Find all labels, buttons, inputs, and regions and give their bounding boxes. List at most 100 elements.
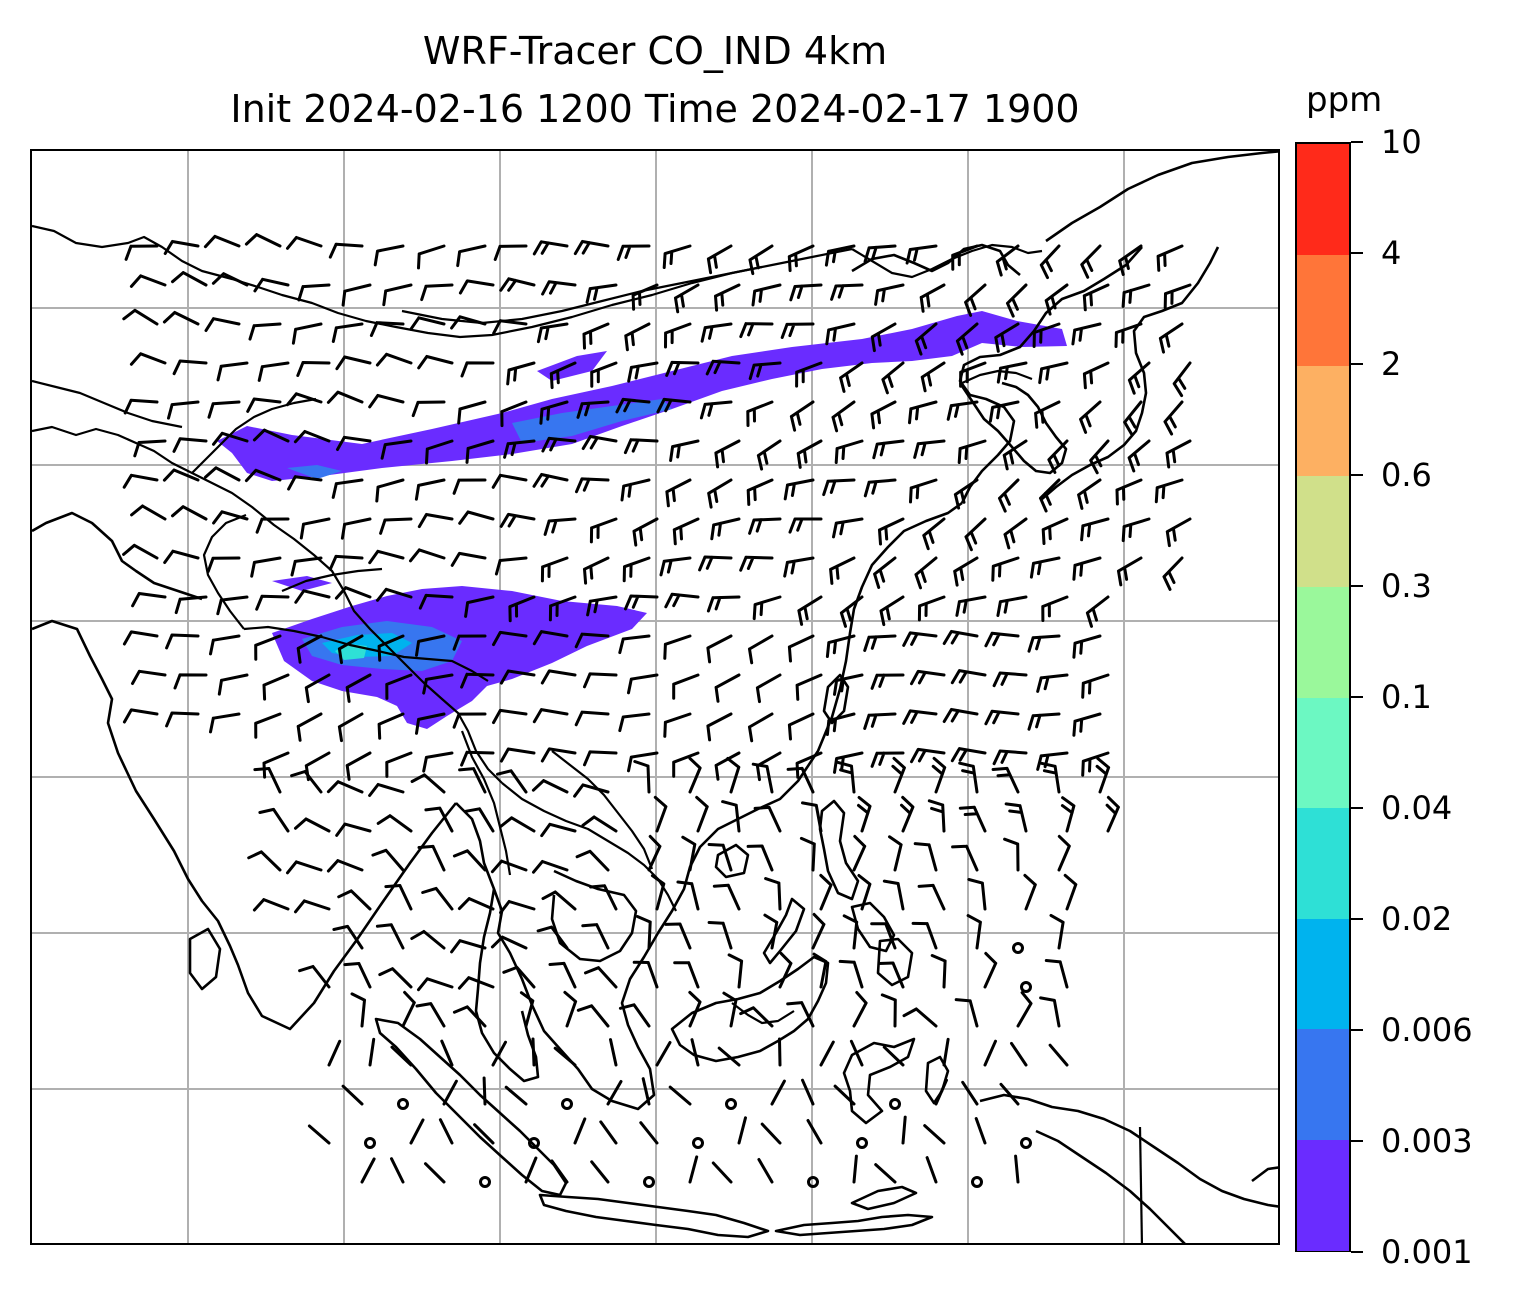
colorbar-tick [1351,696,1363,698]
wind-barb [1079,400,1102,434]
wind-barb [668,1085,692,1106]
wind-barb [401,990,416,1028]
wind-barb [917,595,946,622]
wind-barb [690,1038,700,1067]
wind-barb [710,517,741,541]
wind-barb [583,750,618,767]
wind-barb [1004,802,1028,833]
wind-barb [499,277,536,292]
coastline-borneo [670,955,830,1063]
wind-barb [536,322,569,344]
wind-barb [494,556,528,576]
wind-barb [1081,751,1110,777]
wind-barb [669,439,700,462]
colorbar-tick [1351,918,1363,920]
wind-barb [983,951,998,989]
wind-barb [913,842,938,872]
wind-barb [870,751,905,768]
wind-barb [829,556,856,585]
wind-barb [171,271,208,287]
wind-barb [297,283,331,302]
wind-barb [1082,361,1110,390]
colorbar-tick-label: 0.6 [1381,456,1432,494]
wind-barb [131,592,167,608]
wind-barb [253,277,290,293]
coastline-hainan [714,843,750,879]
colorbar-tick [1351,1029,1363,1031]
wind-barb [1158,322,1184,354]
wind-barb [789,283,823,302]
wind-barb [1032,322,1061,348]
wind-barb [714,283,741,312]
wind-barb [842,914,859,950]
wind-barb [721,800,741,833]
wind-barb [581,815,618,833]
wind-barb [834,439,864,464]
wind-barb [1105,795,1120,833]
wind-barb [919,283,946,313]
wind-barb [786,1001,815,1028]
wind-barb [331,322,364,343]
wind-barb [411,400,446,418]
wind-barb [456,244,487,268]
wind-barb [255,594,290,611]
wind-barb [244,468,282,483]
wind-barb [753,805,782,833]
wind-barb [540,822,577,838]
wind-barb [877,961,905,989]
coastline-new-guinea-south [1035,1129,1186,1243]
wind-barb [133,439,167,458]
wind-barb [539,400,569,425]
wind-barb [409,548,446,563]
wind-barb [541,890,577,911]
wind-barb [681,835,697,872]
wind-barb [130,504,167,521]
wind-barb [1010,1041,1028,1067]
wind-barb [917,883,946,911]
wind-barb [563,990,578,1028]
wind-barb [286,236,323,250]
wind-barb [849,1039,864,1067]
wind-barb [663,712,692,738]
country-borders [32,224,1144,1243]
wind-barb [212,431,249,446]
wind-barb [519,991,535,1028]
wind-barb [623,438,659,455]
wind-barb [500,400,528,428]
wind-barb [216,361,249,382]
wind-barb [964,517,987,552]
wind-barb [726,757,741,794]
wind-barb [874,1163,897,1184]
wind-barb [925,1156,938,1184]
wind-barb [504,1085,528,1106]
wind-barb [942,1037,950,1067]
wind-barb [991,766,1020,794]
wind-barb [442,1079,458,1106]
wind-barb [209,634,241,656]
wind-barb [211,272,249,287]
wind-barb [920,361,946,393]
wind-barb [131,669,167,685]
wind-barb [787,244,815,273]
wind-barb [122,543,159,560]
wind-barb [163,549,200,564]
wind-barb [576,1004,610,1028]
wind-barb [632,960,659,989]
wind-barb [624,322,651,352]
wind-barb [377,712,405,740]
wind-barb [1038,361,1069,385]
coastline-sumatra [374,1017,568,1197]
wind-barb [910,747,946,764]
wind-barb [458,767,487,794]
wind-barb [457,897,495,911]
wind-barb [700,322,733,343]
wind-barb [452,478,487,495]
wind-barb [345,673,372,703]
wind-barb [760,1122,782,1145]
wind-barb [252,428,290,443]
wind-barb [786,766,815,794]
wind-barb [204,317,241,332]
wind-barb [124,244,159,261]
wind-barb [1095,757,1111,794]
wind-barb [548,595,577,622]
